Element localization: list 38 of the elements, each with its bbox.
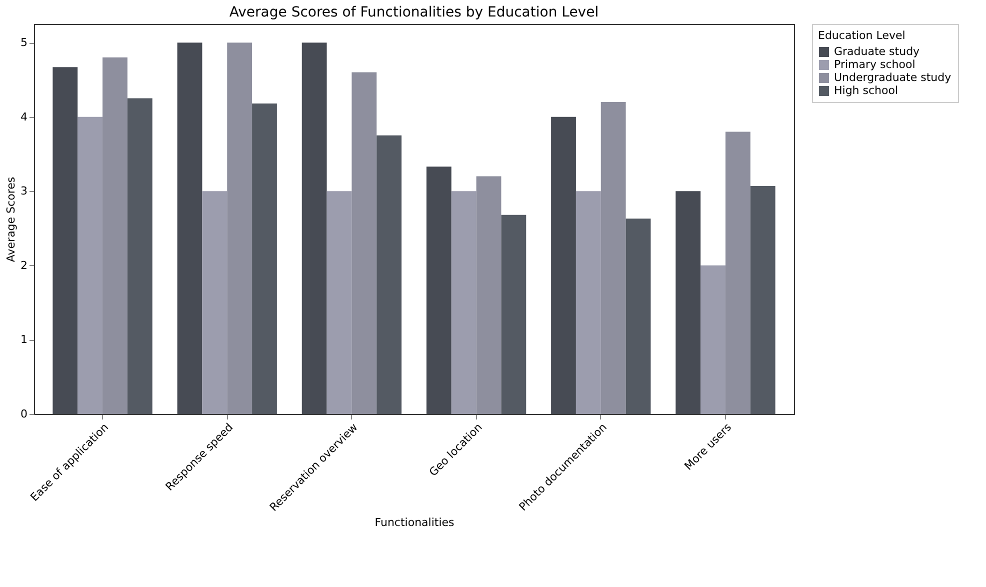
y-axis-title: Average Scores xyxy=(4,176,18,262)
legend-title: Education Level xyxy=(818,29,906,42)
bar xyxy=(326,191,352,414)
bar xyxy=(52,67,78,414)
bar xyxy=(426,166,452,414)
bar xyxy=(476,176,502,414)
bar xyxy=(501,214,526,414)
legend-label: Undergraduate study xyxy=(834,71,952,84)
bar xyxy=(78,116,103,414)
bar xyxy=(626,218,651,414)
bar xyxy=(227,42,252,414)
bar xyxy=(252,103,277,414)
bar xyxy=(127,98,152,414)
bar xyxy=(202,191,228,414)
bar xyxy=(750,186,776,414)
legend-label: Graduate study xyxy=(834,45,920,58)
y-tick-label: 0 xyxy=(20,408,28,420)
bar xyxy=(302,42,327,414)
bar xyxy=(177,42,202,414)
bar xyxy=(352,72,377,414)
bar xyxy=(676,191,701,414)
y-tick-label: 1 xyxy=(20,333,28,346)
bar xyxy=(376,135,402,414)
x-axis-title: Functionalities xyxy=(374,516,455,530)
legend-label: High school xyxy=(834,84,898,97)
bar xyxy=(725,132,750,414)
bar xyxy=(102,57,128,414)
bar xyxy=(600,102,626,414)
legend-label: Primary school xyxy=(834,58,916,71)
bar xyxy=(551,116,576,414)
y-tick-label: 5 xyxy=(20,36,28,50)
bar xyxy=(451,191,476,414)
y-tick-label: 2 xyxy=(20,258,28,272)
chart-title: Average Scores of Functionalities by Education Level xyxy=(229,4,599,20)
bar xyxy=(576,191,601,414)
y-tick-label: 3 xyxy=(20,184,28,198)
bar xyxy=(700,265,726,414)
y-tick-label: 4 xyxy=(20,110,28,124)
